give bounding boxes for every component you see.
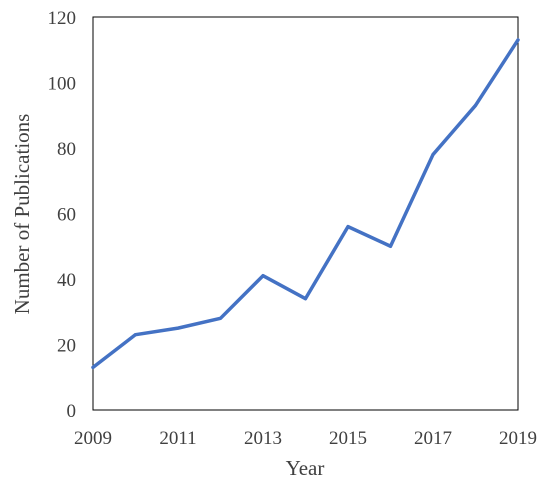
y-tick-label: 0 — [67, 401, 77, 422]
x-tick-label: 2019 — [499, 428, 537, 449]
y-tick-label: 20 — [57, 336, 76, 357]
data-point — [474, 103, 477, 107]
y-tick-label: 40 — [57, 270, 76, 291]
data-point — [346, 225, 350, 229]
data-point — [304, 297, 307, 301]
x-tick-label: 2017 — [414, 428, 452, 449]
y-tick-label: 100 — [48, 74, 77, 95]
data-point — [176, 326, 180, 330]
x-tick-label: 2011 — [159, 428, 196, 449]
y-tick-label: 120 — [48, 8, 77, 29]
x-axis-title: Year — [286, 456, 325, 480]
x-tick-label: 2015 — [329, 428, 367, 449]
x-tick-label: 2013 — [244, 428, 282, 449]
data-point — [516, 38, 520, 42]
plot-area-border — [92, 16, 519, 411]
series-line — [91, 38, 520, 370]
x-tick-label: 2009 — [74, 428, 112, 449]
y-tick-label: 60 — [57, 205, 76, 226]
data-point — [431, 153, 435, 157]
y-axis-title: Number of Publications — [10, 114, 34, 315]
data-point — [389, 244, 392, 248]
data-point — [134, 333, 137, 337]
y-tick-label: 80 — [57, 139, 76, 160]
data-point — [91, 365, 95, 369]
data-point — [261, 274, 265, 278]
data-point — [219, 316, 222, 320]
